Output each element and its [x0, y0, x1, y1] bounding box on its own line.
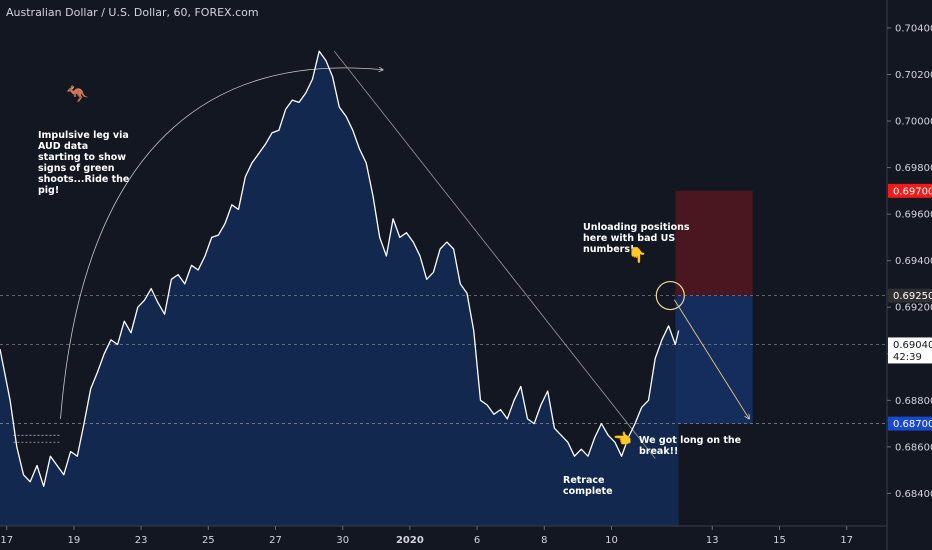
x-tick-label-2: 23: [135, 535, 148, 546]
price-label-2: 0.69040: [893, 340, 932, 351]
pointing-down-hand-icon: 👇: [628, 246, 647, 264]
x-tick-label-0: 17: [0, 535, 13, 546]
x-tick-label-5: 30: [336, 535, 349, 546]
x-tick-label-1: 19: [68, 535, 81, 546]
x-tick-label-11: 15: [773, 535, 786, 546]
x-tick-label-12: 17: [840, 535, 853, 546]
target-arrow: [673, 299, 749, 419]
x-tick-label-3: 25: [202, 535, 215, 546]
x-tick-label-4: 27: [269, 535, 282, 546]
price-line: [0, 50, 680, 488]
impulse-arrow: [60, 68, 383, 419]
dashed-level-layer: [0, 295, 887, 424]
x-tick-label-10: 13: [706, 535, 719, 546]
annotation-retrace: Retrace complete: [563, 475, 613, 497]
drawing-layer: [13, 50, 749, 459]
price-label-1: 0.69250: [893, 291, 932, 302]
stop-loss-zone: [675, 190, 753, 296]
price-label-bg-1: [888, 288, 932, 303]
price-label-4: 0.68700: [893, 419, 932, 430]
price-label-bg-3: [888, 349, 932, 364]
chart-title: Australian Dollar / U.S. Dollar, 60, FOR…: [6, 6, 259, 19]
entry-circle: [655, 280, 685, 311]
annotation-unloading: Unloading positions here with bad US num…: [583, 222, 690, 255]
price-label-bg-2: [888, 337, 932, 352]
price-label-bg-0: [888, 183, 932, 198]
x-tick-label-7: 6: [474, 535, 480, 546]
pointing-left-hand-icon: 👈: [613, 430, 632, 448]
position-zone-layer: [675, 190, 753, 424]
price-label-0: 0.69700: [893, 186, 932, 197]
downtrend-line: [333, 50, 656, 459]
y-tick-label-10: 0.70400: [895, 23, 932, 34]
x-tick-label-9: 10: [605, 535, 618, 546]
price-line-layer: [0, 50, 680, 488]
take-profit-zone: [675, 295, 753, 424]
x-tick-label-6: 2020: [396, 535, 424, 546]
x-tick-label-8: 8: [541, 535, 547, 546]
area-fill-layer: [0, 51, 679, 526]
annotation-long-break: We got long on the break!!: [639, 435, 742, 457]
price-label-3: 42:39: [893, 352, 922, 363]
kangaroo-icon: 🦘: [66, 84, 89, 105]
price-label-bg-4: [888, 416, 932, 431]
annotation-impulsive-leg: Impulsive leg via AUD data starting to s…: [38, 130, 130, 196]
price-area: [0, 51, 679, 526]
